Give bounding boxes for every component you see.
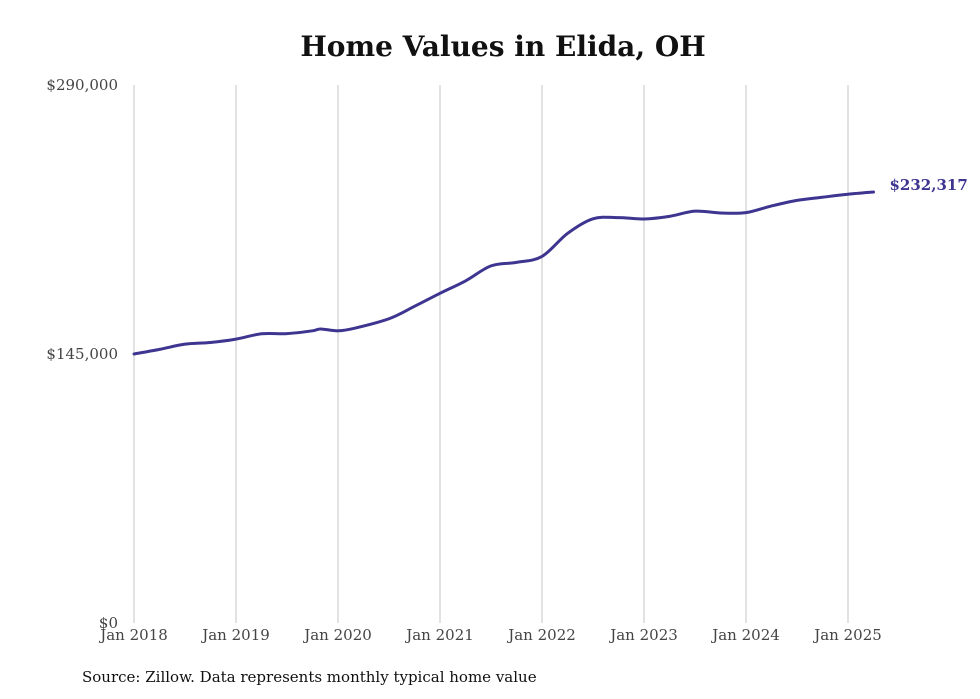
x-tick-label: Jan 2022 bbox=[506, 626, 576, 644]
x-tick-label: Jan 2018 bbox=[98, 626, 168, 644]
x-tick-label: Jan 2024 bbox=[710, 626, 780, 644]
x-axis-ticks: Jan 2018 Jan 2019 Jan 2020 Jan 2021 Jan 2022… bbox=[98, 626, 882, 644]
y-tick-label: $0 bbox=[99, 614, 118, 632]
series-layer bbox=[132, 190, 875, 356]
end-value-label: $232,317 bbox=[890, 176, 968, 194]
x-tick-label: Jan 2021 bbox=[404, 626, 474, 644]
gridlines bbox=[133, 85, 849, 623]
x-tick-label: Jan 2023 bbox=[608, 626, 678, 644]
x-tick-label: Jan 2025 bbox=[812, 626, 882, 644]
x-tick-label: Jan 2020 bbox=[302, 626, 372, 644]
y-tick-label: $145,000 bbox=[46, 345, 118, 363]
y-tick-label: $290,000 bbox=[46, 76, 118, 94]
x-tick-label: Jan 2019 bbox=[200, 626, 270, 644]
source-note: Source: Zillow. Data represents monthly … bbox=[82, 668, 537, 686]
series-line-0 bbox=[132, 190, 875, 356]
y-axis-ticks: $0 $145,000 $290,000 bbox=[46, 76, 118, 632]
chart-title: Home Values in Elida, OH bbox=[300, 30, 706, 63]
